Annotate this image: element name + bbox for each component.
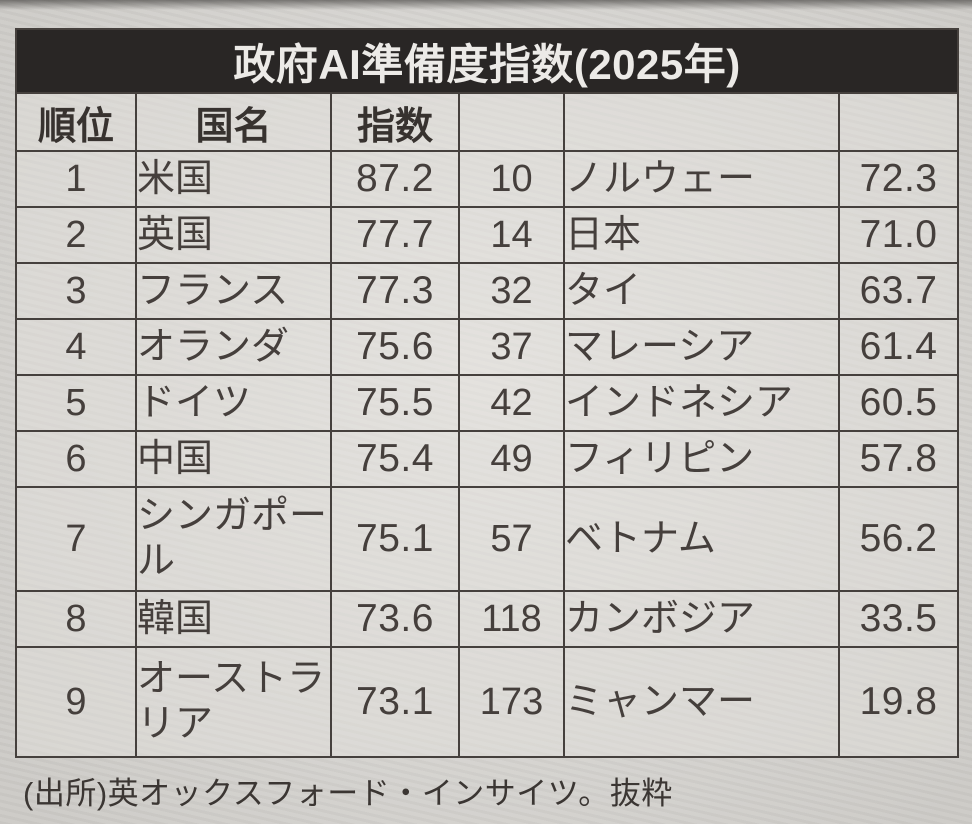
country-cell: 中国 — [135, 430, 332, 488]
country-cell: オーストラリア — [135, 646, 332, 758]
rank-cell: 9 — [15, 646, 137, 758]
table-row: 7 シンガポール 75.1 57 ベトナム 56.2 — [15, 486, 960, 592]
table-row: 5 ドイツ 75.5 42 インドネシア 60.5 — [15, 374, 960, 432]
rank-cell: 173 — [458, 646, 565, 758]
index-cell: 63.7 — [837, 262, 960, 320]
country-cell: ベトナム — [563, 486, 840, 592]
country-cell: フィリピン — [563, 430, 840, 488]
rank-cell: 49 — [458, 430, 565, 488]
country-cell: 米国 — [135, 150, 332, 208]
index-cell: 75.6 — [330, 318, 460, 376]
rank-cell: 42 — [458, 374, 565, 432]
rank-cell: 5 — [15, 374, 137, 432]
index-cell: 75.5 — [330, 374, 460, 432]
rank-cell: 8 — [15, 590, 137, 648]
index-cell: 73.6 — [330, 590, 460, 648]
rank-cell: 10 — [458, 150, 565, 208]
country-cell: オランダ — [135, 318, 332, 376]
header-rank-2 — [458, 92, 565, 152]
index-cell: 71.0 — [837, 206, 960, 264]
table-row: 1 米国 87.2 10 ノルウェー 72.3 — [15, 150, 960, 208]
source-note: (出所)英オックスフォード・インサイツ。抜粋 — [23, 776, 673, 811]
header-country-2 — [563, 92, 840, 152]
country-cell: 韓国 — [135, 590, 332, 648]
index-cell: 60.5 — [837, 374, 960, 432]
header-rank: 順位 — [15, 92, 137, 152]
index-cell: 57.8 — [837, 430, 960, 488]
country-cell: ミャンマー — [563, 646, 840, 758]
rank-cell: 57 — [458, 486, 565, 592]
rank-cell: 6 — [15, 430, 137, 488]
rank-cell: 3 — [15, 262, 137, 320]
country-cell: シンガポール — [135, 486, 332, 592]
country-cell: マレーシア — [563, 318, 840, 376]
country-cell: 英国 — [135, 206, 332, 264]
country-cell: ドイツ — [135, 374, 332, 432]
newspaper-clipping: 政府AI準備度指数(2025年) 順位 国名 指数 1 米国 87.2 10 ノ… — [14, 28, 960, 813]
rank-cell: 7 — [15, 486, 137, 592]
newsprint-photo-edge — [0, 0, 972, 10]
table-row: 9 オーストラリア 73.1 173 ミャンマー 19.8 — [15, 646, 960, 758]
index-cell: 72.3 — [837, 150, 960, 208]
table-header-row: 順位 国名 指数 — [15, 92, 960, 152]
index-cell: 73.1 — [330, 646, 460, 758]
rank-cell: 37 — [458, 318, 565, 376]
table-row: 2 英国 77.7 14 日本 71.0 — [15, 206, 960, 264]
index-cell: 33.5 — [837, 590, 960, 648]
table-row: 4 オランダ 75.6 37 マレーシア 61.4 — [15, 318, 960, 376]
table-row: 3 フランス 77.3 32 タイ 63.7 — [15, 262, 960, 320]
rank-cell: 1 — [15, 150, 137, 208]
country-cell: ノルウェー — [563, 150, 840, 208]
table-title: 政府AI準備度指数(2025年) — [14, 28, 960, 94]
index-cell: 56.2 — [837, 486, 960, 592]
country-cell: タイ — [563, 262, 840, 320]
rank-cell: 14 — [458, 206, 565, 264]
header-index: 指数 — [330, 92, 460, 152]
index-cell: 77.3 — [330, 262, 460, 320]
country-cell: インドネシア — [563, 374, 840, 432]
ai-readiness-table: 政府AI準備度指数(2025年) 順位 国名 指数 1 米国 87.2 10 ノ… — [14, 28, 960, 758]
country-cell: カンボジア — [563, 590, 840, 648]
rank-cell: 2 — [15, 206, 137, 264]
index-cell: 75.4 — [330, 430, 460, 488]
header-country: 国名 — [135, 92, 332, 152]
rank-cell: 32 — [458, 262, 565, 320]
country-cell: 日本 — [563, 206, 840, 264]
rank-cell: 118 — [458, 590, 565, 648]
index-cell: 75.1 — [330, 486, 460, 592]
index-cell: 19.8 — [837, 646, 960, 758]
table-row: 8 韓国 73.6 118 カンボジア 33.5 — [15, 590, 960, 648]
header-index-2 — [837, 92, 960, 152]
index-cell: 61.4 — [837, 318, 960, 376]
index-cell: 87.2 — [330, 150, 460, 208]
index-cell: 77.7 — [330, 206, 460, 264]
rank-cell: 4 — [15, 318, 137, 376]
table-row: 6 中国 75.4 49 フィリピン 57.8 — [15, 430, 960, 488]
country-cell: フランス — [135, 262, 332, 320]
table-title-row: 政府AI準備度指数(2025年) — [14, 28, 960, 94]
